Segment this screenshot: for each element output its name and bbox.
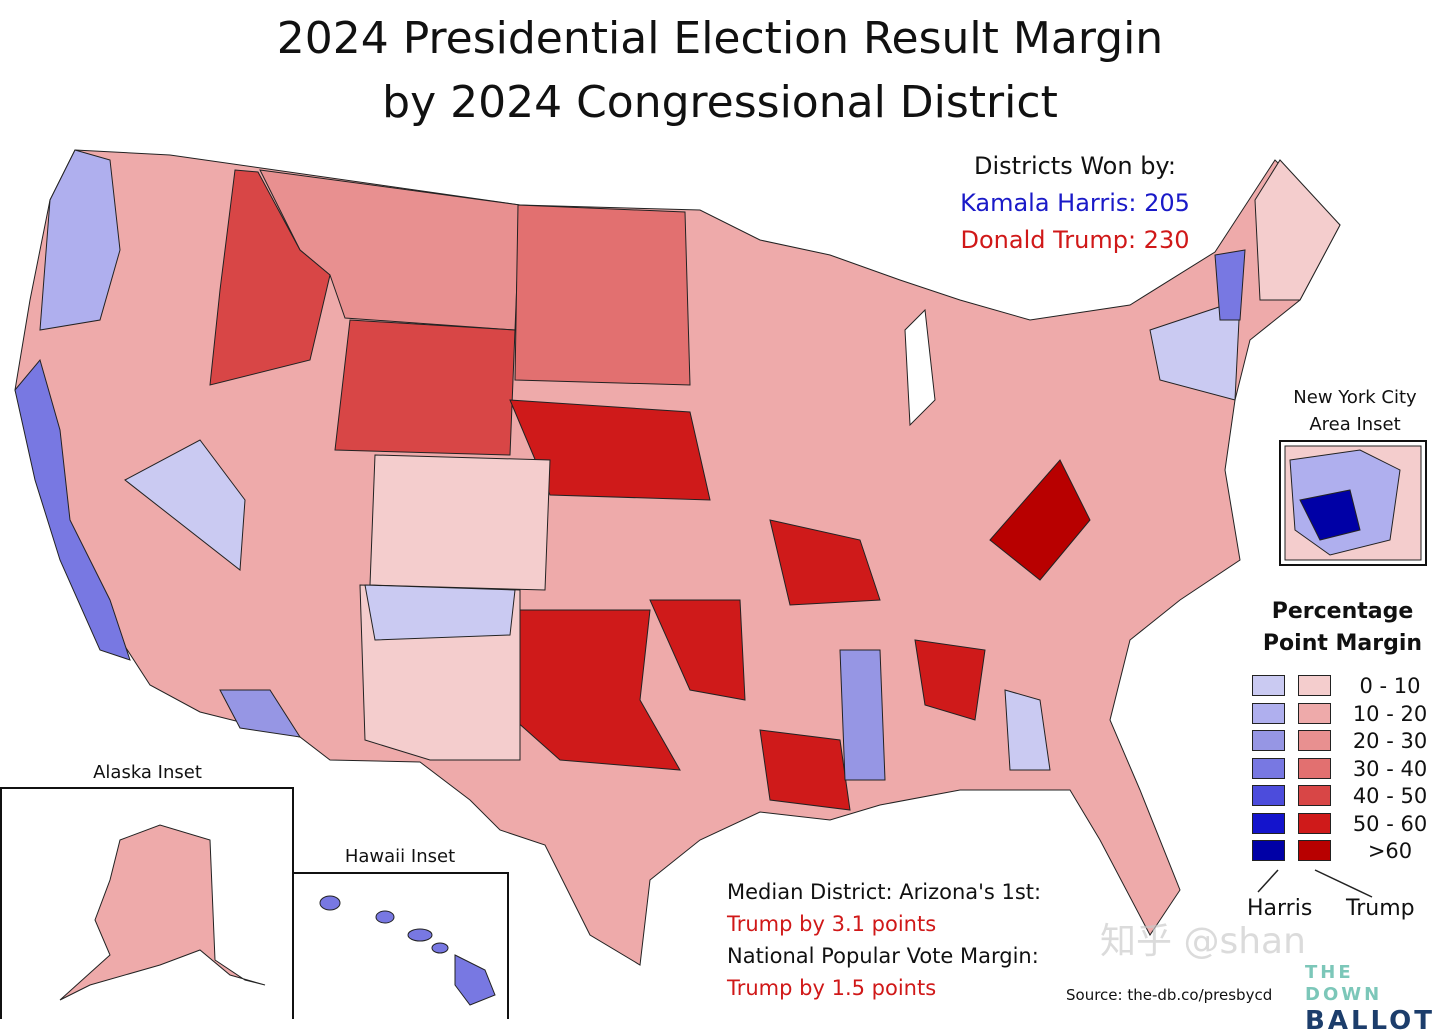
legend-row: >60 bbox=[1252, 840, 1432, 862]
legend-swatch-harris bbox=[1252, 730, 1285, 751]
source-text: Source: the-db.co/presbycd bbox=[1066, 986, 1273, 1004]
region-dakotas bbox=[514, 204, 691, 386]
region-arizona-south bbox=[219, 689, 302, 738]
legend-harris-label: Harris bbox=[1247, 896, 1313, 921]
legend-trump-label: Trump bbox=[1346, 896, 1415, 921]
region-wyoming bbox=[334, 319, 516, 456]
region-alabama bbox=[914, 639, 986, 721]
legend-range-label: 10 - 20 bbox=[1352, 701, 1428, 726]
legend-range-label: 40 - 50 bbox=[1352, 784, 1428, 808]
legend-range-label: 50 - 60 bbox=[1352, 811, 1428, 836]
legend-swatch-trump bbox=[1298, 757, 1331, 779]
hawaii-islands bbox=[319, 895, 496, 1006]
legend-swatch-harris bbox=[1252, 757, 1285, 779]
region-mississippi-harris bbox=[839, 649, 886, 781]
region-nevada-harris bbox=[124, 439, 246, 571]
legend-swatch-trump bbox=[1298, 812, 1331, 834]
legend-row: 20 - 30 bbox=[1252, 730, 1432, 752]
legend-swatch-trump bbox=[1298, 730, 1331, 751]
region-lake-michigan bbox=[904, 308, 936, 427]
watermark: 知乎 @shan bbox=[1100, 921, 1306, 962]
title-line-1: 2024 Presidential Election Result Margin bbox=[276, 13, 1164, 64]
region-nm-harris bbox=[364, 584, 516, 641]
hawaii-inset-label: Hawaii Inset bbox=[344, 846, 456, 867]
down-ballot-logo: THE DOWN BALLOT bbox=[1305, 962, 1435, 1036]
region-missouri bbox=[769, 519, 881, 606]
legend-swatch-trump bbox=[1298, 785, 1331, 806]
legend-swatch-trump bbox=[1298, 702, 1331, 724]
region-california-coast bbox=[14, 358, 131, 661]
legend-title: Percentage Point Margin bbox=[1262, 599, 1423, 656]
legend-range-label: 0 - 10 bbox=[1359, 674, 1421, 698]
region-northeast-harris bbox=[1149, 299, 1241, 401]
legend-range-label: 30 - 40 bbox=[1352, 756, 1428, 781]
districts-won-heading: Districts Won by: bbox=[974, 152, 1176, 180]
region-louisiana bbox=[759, 729, 851, 811]
legend-row: 50 - 60 bbox=[1252, 812, 1432, 835]
harris-districts: Kamala Harris: 205 bbox=[960, 189, 1190, 217]
legend-swatch-harris bbox=[1252, 840, 1285, 861]
region-oklahoma bbox=[649, 599, 746, 701]
logo-bottom: BALLOT bbox=[1305, 1006, 1435, 1036]
legend-swatch-harris bbox=[1252, 812, 1285, 834]
nyc-inset-label: New York City Area Inset bbox=[1293, 387, 1417, 435]
title-line-2: by 2024 Congressional District bbox=[382, 77, 1058, 128]
legend-row: 0 - 10 bbox=[1252, 675, 1432, 697]
legend-row: 30 - 40 bbox=[1252, 757, 1432, 780]
legend-range-label: >60 bbox=[1367, 839, 1413, 863]
region-oregon-wa-coast bbox=[39, 149, 121, 331]
region-georgia-harris bbox=[1004, 689, 1051, 771]
popular-vote-label: National Popular Vote Margin: bbox=[727, 944, 1039, 968]
legend-row: 10 - 20 bbox=[1252, 702, 1432, 725]
alaska-inset-label: Alaska Inset bbox=[93, 762, 202, 783]
legend-swatch-harris bbox=[1252, 675, 1285, 696]
legend-swatch-trump bbox=[1298, 840, 1331, 861]
nyc-inset-core bbox=[1299, 489, 1361, 541]
region-utah-colorado bbox=[369, 454, 551, 591]
median-district-value: Trump by 3.1 points bbox=[727, 912, 937, 936]
median-district-label: Median District: Arizona's 1st: bbox=[727, 880, 1042, 904]
logo-top: THE DOWN bbox=[1305, 962, 1383, 1005]
region-kentucky bbox=[989, 459, 1091, 581]
legend-swatch-harris bbox=[1252, 702, 1285, 724]
legend-swatch-trump bbox=[1298, 675, 1331, 696]
alaska-shape bbox=[59, 824, 266, 1001]
legend-range-label: 20 - 30 bbox=[1352, 729, 1428, 753]
legend-swatch-harris bbox=[1252, 785, 1285, 806]
region-idaho bbox=[209, 169, 331, 386]
legend-row: 40 - 50 bbox=[1252, 785, 1432, 807]
region-maine bbox=[1254, 159, 1341, 301]
region-vermont bbox=[1214, 249, 1246, 321]
popular-vote-value: Trump by 1.5 points bbox=[727, 976, 937, 1000]
trump-districts: Donald Trump: 230 bbox=[960, 226, 1190, 254]
